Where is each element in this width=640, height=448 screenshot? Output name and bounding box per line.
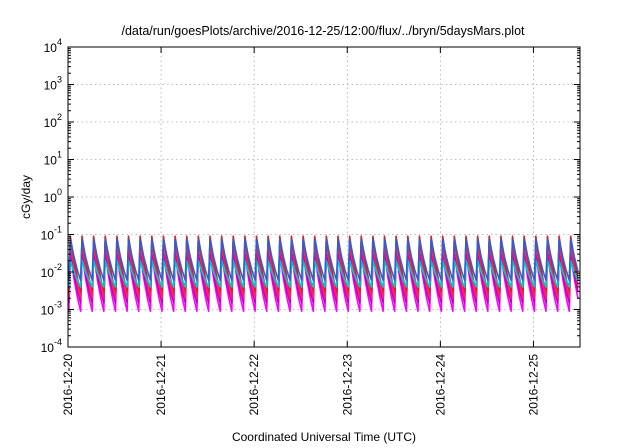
y-tick-label: 103 [44, 75, 62, 93]
x-axis-label: Coordinated Universal Time (UTC) [232, 430, 416, 444]
y-tick-label: 10-3 [41, 300, 62, 318]
x-tick-label: 2016-12-25 [526, 354, 540, 416]
x-tick-label: 2016-12-20 [61, 354, 75, 416]
x-tick-label: 2016-12-23 [340, 354, 354, 416]
y-tick-label: 102 [44, 112, 62, 130]
x-tick-label: 2016-12-24 [433, 354, 447, 416]
y-tick-labels: 104 103 102 101 100 10-1 10-2 10-3 10-4 [41, 37, 62, 355]
series-line [68, 238, 579, 282]
axis-ticks [67, 46, 580, 348]
chart-title: /data/run/goesPlots/archive/2016-12-25/1… [121, 24, 525, 38]
y-tick-label: 10-2 [41, 262, 62, 280]
series-line [68, 259, 579, 288]
x-tick-labels: 2016-12-20 2016-12-21 2016-12-22 2016-12-23… [61, 354, 540, 416]
y-tick-label: 10-4 [41, 337, 62, 355]
x-tick-label: 2016-12-21 [154, 354, 168, 416]
plot-series [68, 235, 579, 313]
x-tick-label: 2016-12-22 [247, 354, 261, 416]
y-tick-label: 10-1 [41, 225, 62, 243]
y-tick-label: 101 [44, 150, 62, 168]
y-tick-label: 100 [44, 187, 62, 205]
y-tick-label: 104 [44, 37, 62, 55]
y-axis-label: cGy/day [19, 175, 33, 219]
series-line [68, 242, 579, 300]
